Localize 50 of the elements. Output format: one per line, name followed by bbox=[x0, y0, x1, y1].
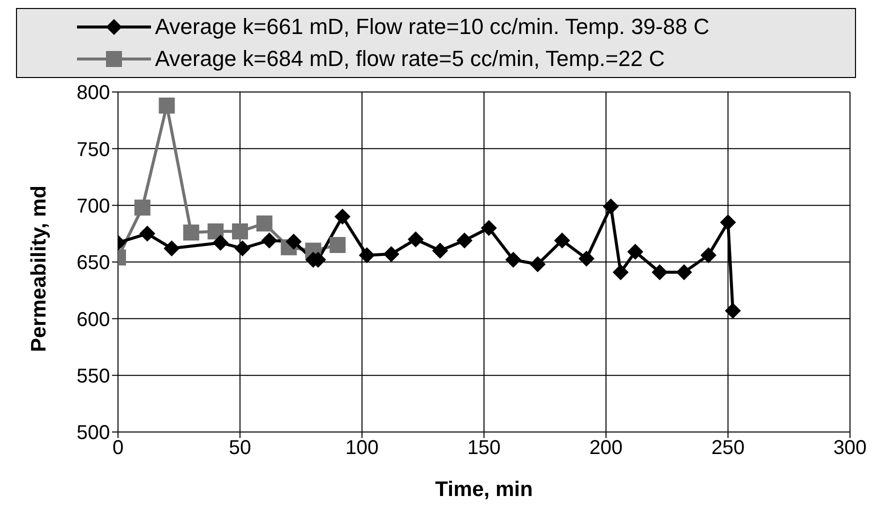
x-tick-label: 300 bbox=[833, 437, 867, 460]
point bbox=[383, 246, 400, 262]
x-tick-label: 150 bbox=[467, 437, 501, 460]
point bbox=[602, 198, 619, 214]
point bbox=[432, 242, 448, 259]
point bbox=[212, 234, 228, 251]
point bbox=[676, 264, 692, 280]
y-tick-label: 700 bbox=[76, 195, 110, 218]
x-tick-label: 200 bbox=[589, 437, 623, 460]
point bbox=[286, 234, 302, 250]
point bbox=[256, 215, 272, 232]
x-tick-label: 0 bbox=[112, 437, 124, 460]
legend-label: Average k=661 mD, Flow rate=10 cc/min. Temp. 39-88 C bbox=[155, 14, 710, 40]
point bbox=[652, 264, 668, 280]
y-axis-title: Permeability, md bbox=[27, 185, 50, 352]
y-tick-label: 500 bbox=[76, 422, 110, 444]
point bbox=[164, 240, 180, 256]
point bbox=[158, 98, 175, 114]
y-tick-label: 550 bbox=[76, 365, 110, 388]
point bbox=[208, 223, 224, 240]
point bbox=[334, 208, 350, 225]
point bbox=[554, 232, 570, 248]
x-tick-label: 100 bbox=[345, 437, 379, 460]
point bbox=[720, 214, 736, 230]
point bbox=[578, 250, 594, 267]
point bbox=[183, 224, 200, 241]
point bbox=[530, 256, 546, 272]
y-tick-label: 650 bbox=[76, 252, 110, 274]
point bbox=[480, 220, 497, 236]
point bbox=[612, 264, 629, 280]
point bbox=[408, 231, 424, 248]
point bbox=[700, 247, 716, 264]
point bbox=[139, 226, 156, 242]
x-tick-label: 50 bbox=[228, 437, 252, 460]
point bbox=[330, 237, 346, 253]
point bbox=[232, 223, 248, 240]
point bbox=[234, 240, 250, 256]
x-axis-title: Time, min bbox=[435, 478, 533, 501]
y-tick-label: 750 bbox=[76, 138, 110, 161]
point bbox=[134, 200, 150, 216]
point bbox=[358, 247, 375, 264]
point bbox=[261, 232, 278, 248]
point bbox=[505, 252, 522, 268]
point bbox=[724, 302, 741, 319]
legend-label: Average k=684 mD, flow rate=5 cc/min, Temp.=22 C bbox=[155, 46, 665, 72]
y-tick-label: 600 bbox=[76, 308, 110, 331]
y-tick-label: 800 bbox=[76, 82, 110, 104]
point bbox=[627, 244, 644, 260]
x-tick-label: 250 bbox=[711, 437, 745, 460]
point bbox=[456, 232, 472, 248]
